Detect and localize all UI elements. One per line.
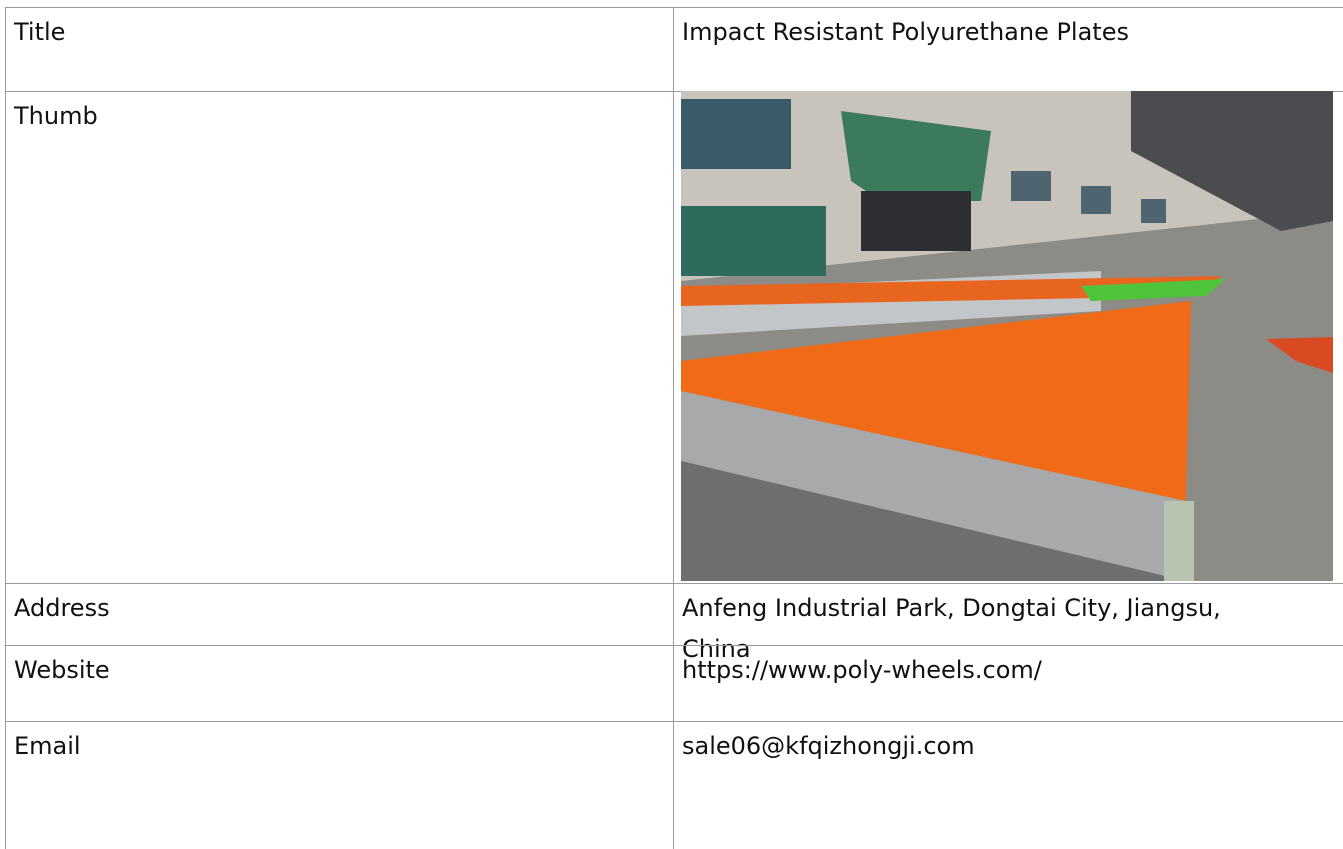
label-cell: Email — [5, 721, 674, 849]
value-cell: Impact Resistant Polyurethane Plates — [673, 7, 1343, 92]
value-cell: https://www.poly-wheels.com/ — [673, 645, 1343, 722]
label: Website — [14, 656, 110, 684]
website-value[interactable]: https://www.poly-wheels.com/ — [682, 656, 1042, 684]
label: Title — [14, 18, 66, 46]
label-cell: Website — [5, 645, 674, 722]
label: Email — [14, 732, 81, 760]
label: Address — [14, 594, 110, 622]
value-cell: Anfeng Industrial Park, Dongtai City, Ji… — [673, 583, 1343, 663]
label-cell: Thumb — [5, 91, 674, 584]
email-value[interactable]: sale06@kfqizhongji.com — [682, 732, 975, 760]
thumbnail-image — [681, 91, 1333, 581]
value-cell: sale06@kfqizhongji.com — [673, 721, 1343, 849]
label: Thumb — [14, 102, 98, 130]
address-value: Anfeng Industrial Park, Dongtai City, Ji… — [682, 594, 1221, 663]
label-cell: Address — [5, 583, 674, 646]
title-value: Impact Resistant Polyurethane Plates — [682, 18, 1129, 46]
label-cell: Title — [5, 7, 674, 92]
